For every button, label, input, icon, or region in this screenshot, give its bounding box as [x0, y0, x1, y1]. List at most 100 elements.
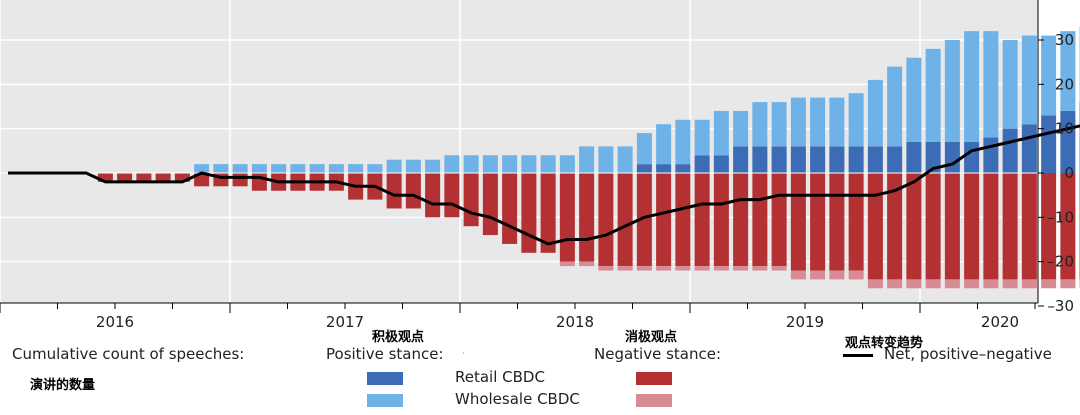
bar-wholesale-positive	[559, 155, 575, 173]
bar-retail-positive	[983, 137, 999, 173]
bar-wholesale-positive	[694, 119, 710, 156]
bar-retail-negative	[771, 173, 787, 267]
bar-retail-negative	[386, 173, 402, 209]
bar-retail-positive	[713, 155, 729, 173]
bar-retail-positive	[1021, 124, 1037, 173]
bar-wholesale-negative	[964, 279, 980, 289]
bar-wholesale-positive	[290, 164, 306, 173]
bar-retail-negative	[713, 173, 729, 267]
bar-retail-positive	[848, 146, 864, 173]
bar-retail-negative	[944, 173, 960, 280]
bar-retail-positive	[887, 146, 903, 173]
bar-wholesale-negative	[1021, 279, 1037, 289]
bar-wholesale-negative	[733, 266, 749, 271]
bar-retail-negative	[887, 173, 903, 280]
bar-retail-negative	[925, 173, 941, 280]
x-tick-label: 2019	[786, 313, 824, 331]
bar-wholesale-positive	[867, 79, 883, 147]
bar-wholesale-positive	[194, 164, 210, 173]
bar-wholesale-negative	[559, 261, 575, 267]
bar-retail-negative	[867, 173, 883, 280]
bar-retail-positive	[925, 141, 941, 173]
bar-retail-negative	[636, 173, 652, 267]
bar-retail-positive	[733, 146, 749, 173]
bar-wholesale-positive	[656, 124, 672, 165]
bar-retail-negative	[579, 173, 595, 262]
bar-series	[97, 26, 1080, 289]
bar-wholesale-positive	[983, 31, 999, 138]
bar-retail-positive	[636, 164, 652, 173]
bar-wholesale-negative	[1002, 279, 1018, 289]
net-line-series	[7, 124, 1080, 246]
bar-wholesale-negative	[636, 266, 652, 271]
y-tick-label: 10	[1055, 120, 1074, 138]
bar-wholesale-positive	[636, 133, 652, 165]
bar-retail-negative	[810, 173, 826, 271]
bar-wholesale-positive	[906, 57, 922, 142]
bar-wholesale-positive	[848, 93, 864, 147]
bar-retail-negative	[559, 173, 575, 262]
bar-retail-negative	[97, 173, 113, 182]
bar-retail-negative	[155, 173, 171, 182]
bar-wholesale-positive	[733, 110, 749, 147]
y-axis: 30 20 10 0 –10 –20 –30	[1037, 0, 1074, 315]
bar-wholesale-negative	[829, 270, 845, 280]
bar-retail-negative	[174, 173, 190, 182]
bar-wholesale-positive	[1041, 35, 1057, 116]
bar-wholesale-positive	[617, 146, 633, 173]
y-tick-label: –30	[1047, 297, 1074, 315]
bar-wholesale-positive	[213, 164, 229, 173]
bar-wholesale-negative	[810, 270, 826, 280]
bar-wholesale-negative	[790, 270, 806, 280]
bar-retail-negative	[117, 173, 133, 182]
bar-retail-positive	[752, 146, 768, 173]
bar-retail-negative	[1021, 173, 1037, 280]
bar-wholesale-positive	[771, 102, 787, 147]
bar-retail-negative	[540, 173, 556, 253]
bar-wholesale-positive	[790, 97, 806, 147]
bar-wholesale-positive	[328, 164, 344, 173]
bar-wholesale-negative	[1060, 279, 1076, 289]
y-tick-label: 20	[1055, 75, 1074, 93]
bar-retail-negative	[829, 173, 845, 271]
bar-retail-negative	[790, 173, 806, 271]
bar-retail-positive	[867, 146, 883, 173]
bar-wholesale-negative	[617, 266, 633, 271]
bar-retail-positive	[694, 155, 710, 173]
bar-wholesale-positive	[944, 40, 960, 142]
bar-retail-negative	[502, 173, 518, 244]
bar-wholesale-positive	[579, 146, 595, 173]
bar-wholesale-negative	[1041, 279, 1057, 289]
bar-retail-negative	[733, 173, 749, 267]
bar-wholesale-negative	[867, 279, 883, 289]
bar-retail-positive	[790, 146, 806, 173]
bar-wholesale-negative	[848, 270, 864, 280]
net-line	[7, 124, 1080, 246]
bar-retail-positive	[964, 141, 980, 173]
y-tick-label: 0	[1064, 164, 1074, 182]
bar-wholesale-positive	[232, 164, 248, 173]
bar-wholesale-negative	[906, 279, 922, 289]
y-tick-label: –20	[1047, 253, 1074, 271]
bar-retail-negative	[232, 173, 248, 187]
bar-retail-negative	[444, 173, 460, 218]
bar-wholesale-positive	[309, 164, 325, 173]
bar-wholesale-positive	[752, 102, 768, 147]
bar-wholesale-positive	[482, 155, 498, 173]
bar-wholesale-positive	[829, 97, 845, 147]
bar-retail-negative	[521, 173, 537, 253]
bar-retail-negative	[598, 173, 614, 267]
bar-wholesale-positive	[1002, 40, 1018, 129]
bar-wholesale-positive	[271, 164, 287, 173]
bar-wholesale-positive	[502, 155, 518, 173]
bar-retail-negative	[694, 173, 710, 267]
bar-retail-negative	[425, 173, 441, 218]
bar-wholesale-positive	[1021, 35, 1037, 125]
bar-wholesale-positive	[444, 155, 460, 173]
bar-retail-negative	[1002, 173, 1018, 280]
bar-wholesale-positive	[675, 119, 691, 165]
bar-wholesale-negative	[752, 266, 768, 271]
bar-retail-negative	[617, 173, 633, 267]
bar-retail-positive	[771, 146, 787, 173]
